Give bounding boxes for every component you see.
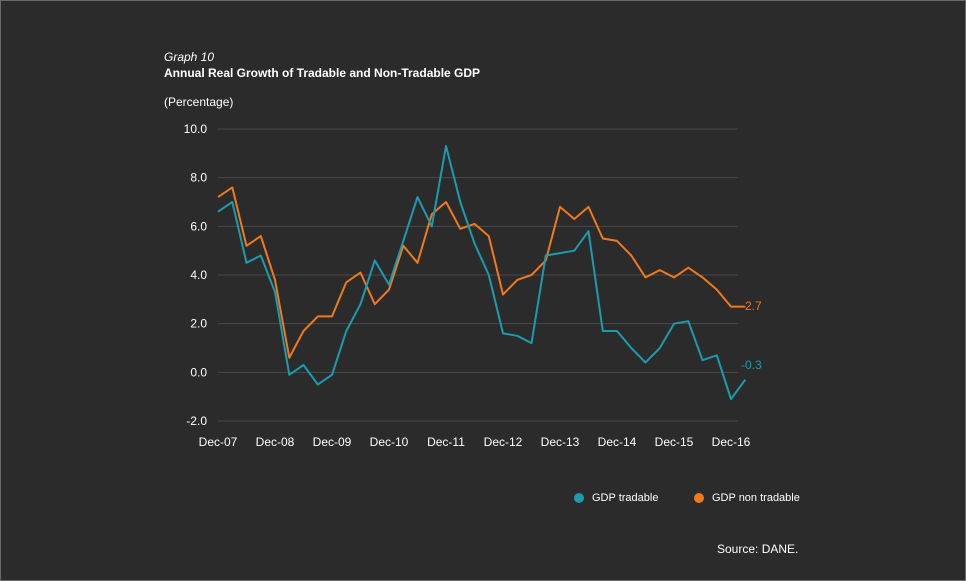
y-tick-label: 0.0 xyxy=(190,365,207,379)
y-tick-label: 8.0 xyxy=(190,171,207,185)
end-label-non-tradable: 2.7 xyxy=(745,299,762,313)
y-tick-label: 4.0 xyxy=(190,268,207,282)
legend-label-tradable: GDP tradable xyxy=(592,492,659,504)
x-tick-label: Dec-08 xyxy=(256,435,295,449)
x-tick-label: Dec-07 xyxy=(199,435,238,449)
x-tick-label: Dec-12 xyxy=(484,435,523,449)
legend-item-non-tradable: GDP non tradable xyxy=(694,492,800,504)
chart-title: Annual Real Growth of Tradable and Non-T… xyxy=(164,66,481,80)
x-tick-label: Dec-13 xyxy=(541,435,580,449)
series-line-non-tradable xyxy=(217,186,746,359)
source-note: Source: DANE. xyxy=(717,542,799,556)
legend-swatch-non-tradable xyxy=(694,493,704,503)
x-tick-label: Dec-14 xyxy=(598,435,637,449)
x-tick-label: Dec-15 xyxy=(655,435,694,449)
x-tick-label: Dec-09 xyxy=(313,435,352,449)
series-line-tradable xyxy=(217,145,747,401)
legend-item-tradable: GDP tradable xyxy=(574,492,658,504)
x-tick-label: Dec-11 xyxy=(427,435,465,449)
x-tick-label: Dec-16 xyxy=(712,435,751,449)
legend-swatch-tradable xyxy=(574,493,584,503)
graph-number: Graph 10 xyxy=(164,50,215,64)
y-tick-label: 2.0 xyxy=(190,317,207,331)
x-tick-label: Dec-10 xyxy=(370,435,409,449)
y-tick-label: 10.0 xyxy=(184,122,208,136)
y-tick-label: -2.0 xyxy=(186,414,207,428)
y-axis-unit: (Percentage) xyxy=(164,95,234,109)
end-label-tradable: -0.3 xyxy=(741,358,762,372)
legend-label-non-tradable: GDP non tradable xyxy=(712,492,800,504)
y-tick-label: 6.0 xyxy=(190,219,207,233)
